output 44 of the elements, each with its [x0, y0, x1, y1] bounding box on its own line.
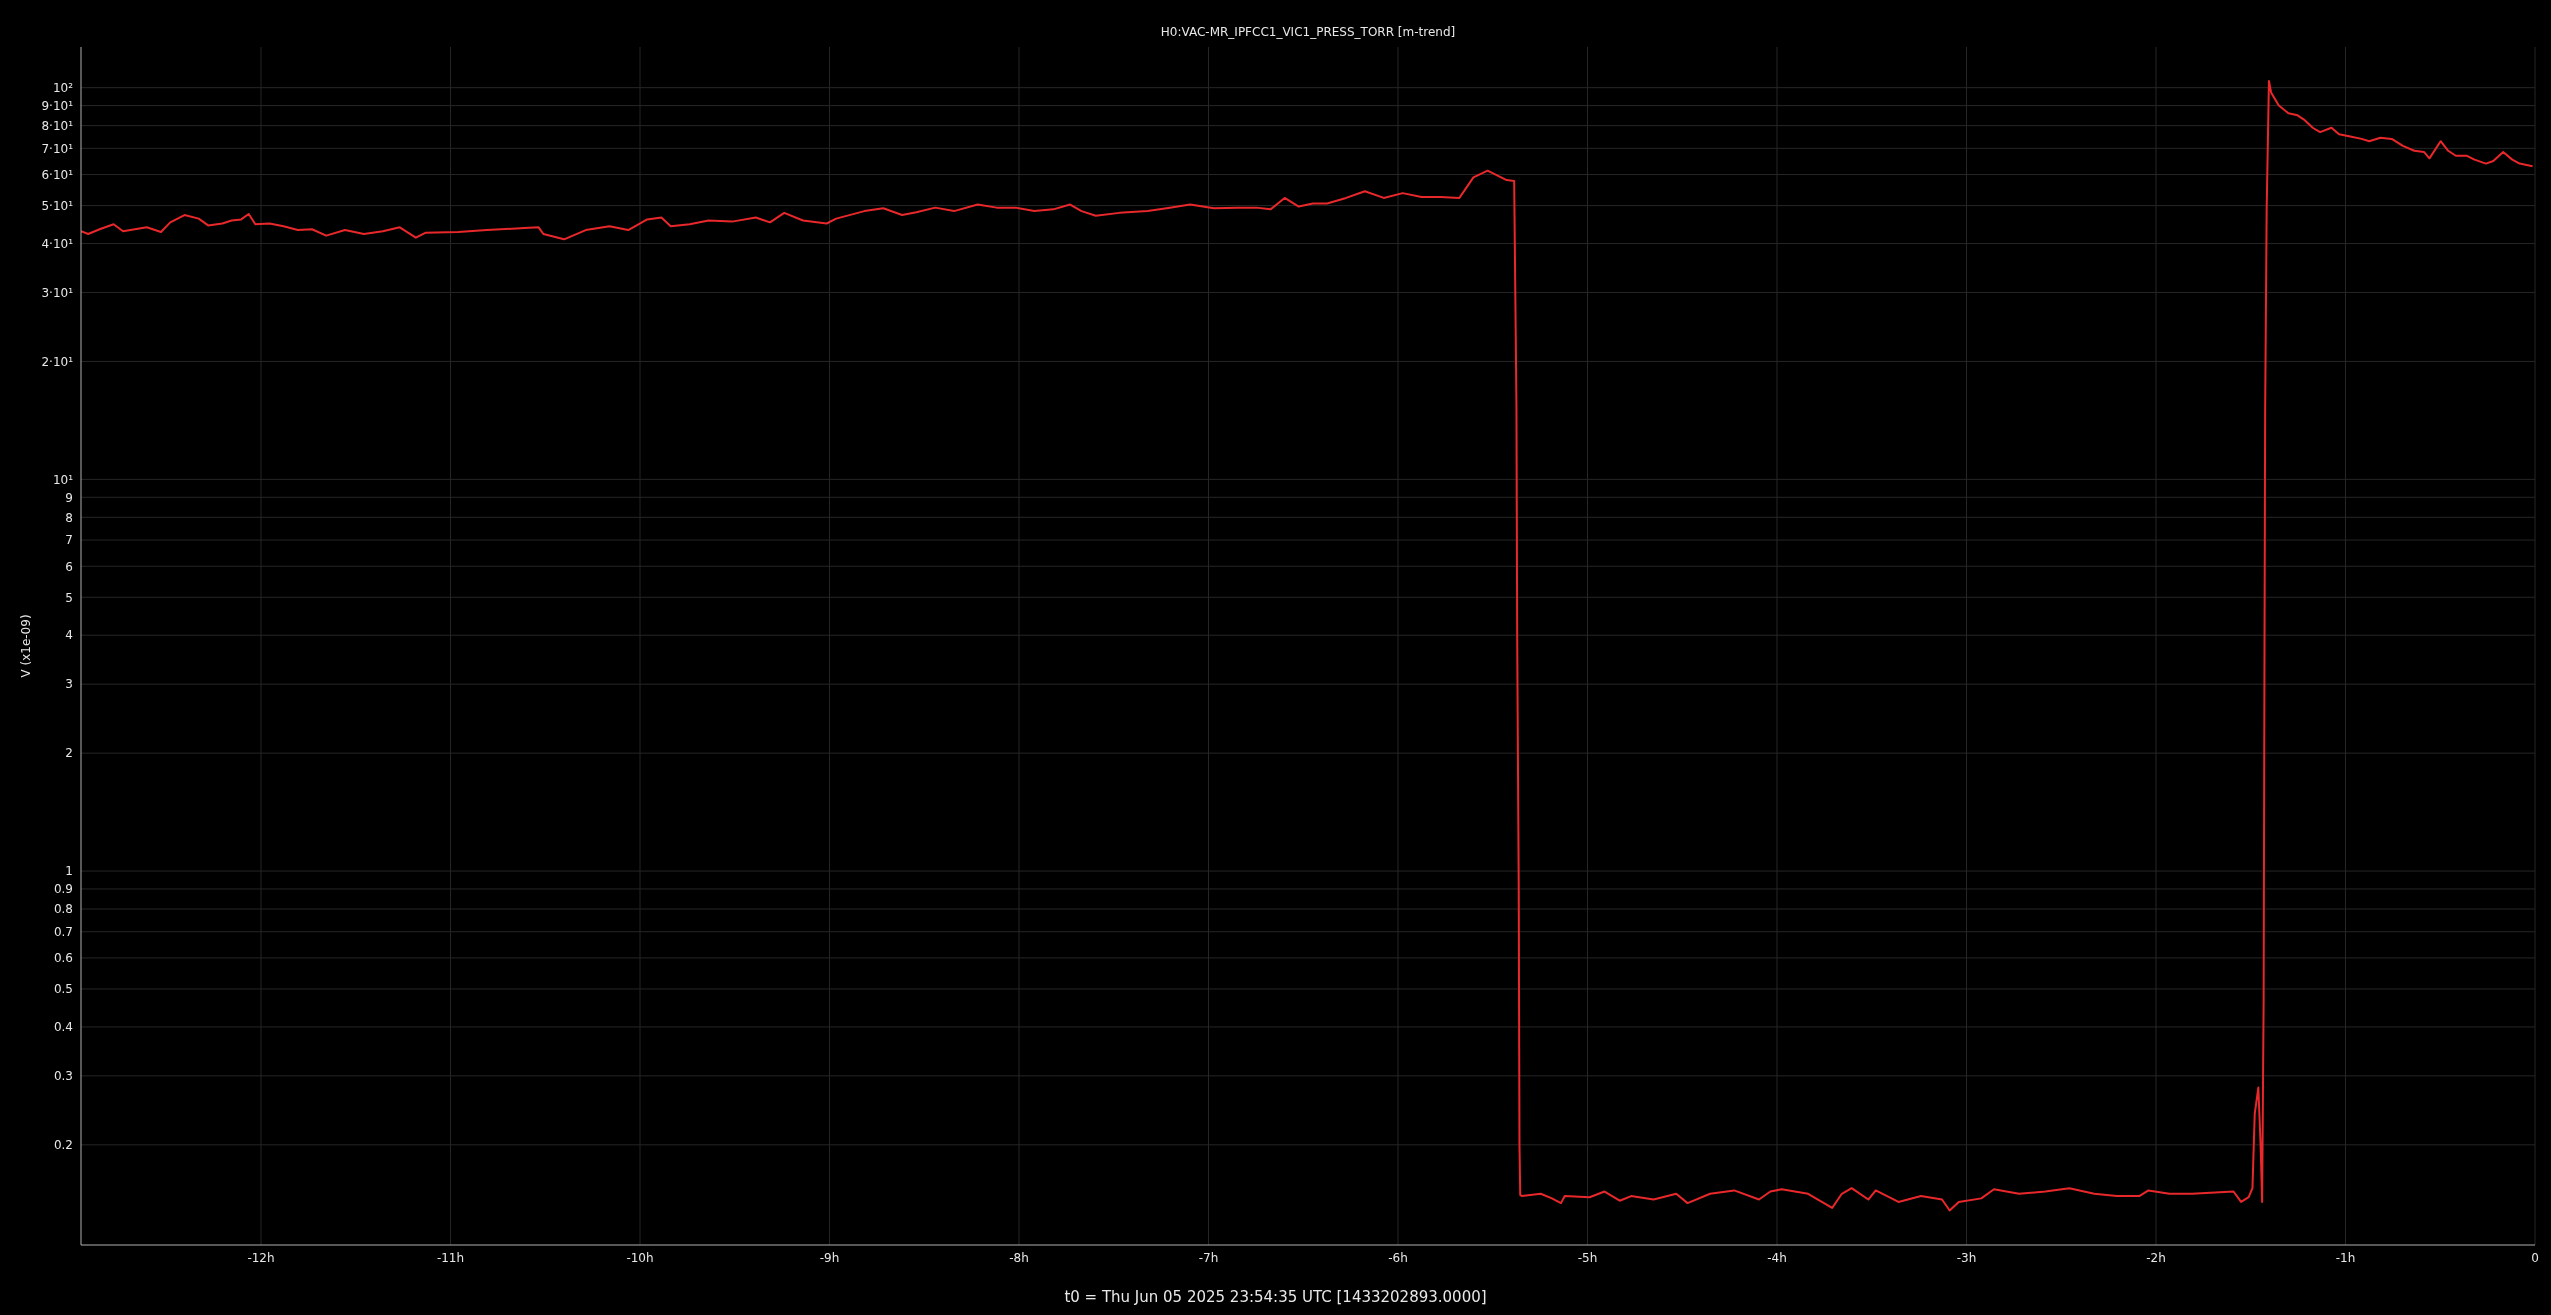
- x-tick-label: -1h: [2335, 1250, 2356, 1265]
- chart-title: H0:VAC-MR_IPFCC1_VIC1_PRESS_TORR [m-trend]: [1160, 25, 1456, 39]
- x-tick-label: -7h: [1198, 1250, 1219, 1265]
- x-tick-label: -6h: [1388, 1250, 1408, 1265]
- y-tick-label: 10²: [52, 80, 74, 95]
- y-tick-label: 2·10¹: [41, 354, 74, 369]
- y-tick-label: 0.6: [53, 951, 73, 966]
- y-tick-label: 6·10¹: [41, 167, 74, 182]
- y-tick-label: 0.2: [53, 1138, 73, 1153]
- y-tick-label: 5·10¹: [41, 198, 74, 213]
- y-axis-title: V (x1e-09): [18, 614, 33, 678]
- x-axis-title: t0 = Thu Jun 05 2025 23:54:35 UTC [1433202893.0000]: [1064, 1288, 1487, 1306]
- x-tick-label: -8h: [1009, 1250, 1029, 1265]
- y-tick-label: 0.3: [53, 1069, 73, 1084]
- x-tick-label: -10h: [626, 1250, 654, 1265]
- y-tick-label: 3: [65, 677, 73, 692]
- y-tick-label: 8·10¹: [41, 118, 74, 133]
- y-tick-label: 5: [65, 590, 73, 605]
- y-tick-label: 7·10¹: [41, 141, 74, 156]
- y-tick-label: 9: [65, 490, 73, 505]
- x-tick-label: -5h: [1577, 1250, 1598, 1265]
- line-series: [81, 79, 2534, 1212]
- x-tick-label: 0: [2531, 1250, 2539, 1265]
- x-tick-label: -9h: [819, 1250, 840, 1265]
- y-tick-label: 2: [65, 746, 73, 761]
- y-tick-label: 6: [65, 559, 73, 574]
- y-tick-label: 9·10¹: [41, 98, 74, 113]
- y-tick-label: 0.8: [53, 902, 73, 917]
- y-tick-label: 0.9: [53, 882, 73, 897]
- y-tick-label: 4: [65, 628, 73, 643]
- y-tick-label: 10¹: [52, 472, 74, 487]
- y-tick-label: 0.7: [53, 924, 73, 939]
- y-tick-label: 0.4: [53, 1020, 73, 1035]
- x-tick-label: -3h: [1956, 1250, 1977, 1265]
- x-tick-label: -2h: [2146, 1250, 2166, 1265]
- y-tick-label: 7: [65, 533, 73, 548]
- y-tick-label: 1: [65, 864, 73, 879]
- x-tick-label: -12h: [247, 1250, 275, 1265]
- x-tick-label: -4h: [1767, 1250, 1787, 1265]
- y-tick-label: 0.5: [53, 982, 73, 997]
- y-tick-label: 8: [65, 510, 73, 525]
- y-tick-label: 3·10¹: [41, 285, 74, 300]
- x-tick-label: -11h: [436, 1250, 465, 1265]
- y-tick-label: 4·10¹: [41, 236, 74, 251]
